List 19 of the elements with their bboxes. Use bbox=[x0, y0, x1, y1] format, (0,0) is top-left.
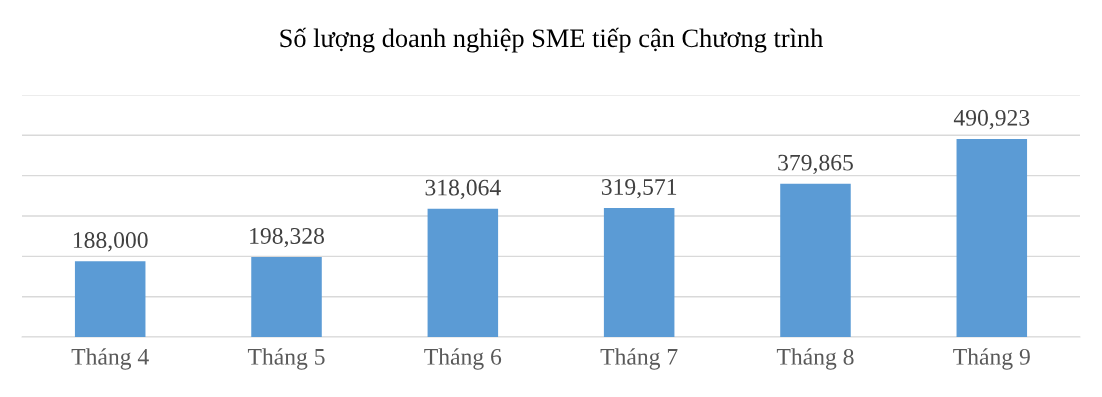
data-label: 198,328 bbox=[250, 227, 324, 248]
x-tick-label: Tháng 5 bbox=[247, 348, 325, 370]
chart-title: Số lượng doanh nghiệp SME tiếp cận Chương trình bbox=[280, 27, 823, 53]
bar bbox=[427, 208, 499, 338]
bar bbox=[74, 261, 146, 338]
bar bbox=[956, 138, 1028, 338]
x-tick-label: Tháng 8 bbox=[776, 348, 854, 370]
data-label: 188,000 bbox=[73, 232, 148, 252]
data-label: 379,865 bbox=[778, 154, 853, 174]
bar bbox=[780, 183, 851, 338]
data-label: 318,064 bbox=[425, 179, 501, 199]
bar bbox=[251, 257, 322, 338]
x-tick-label: Tháng 4 bbox=[71, 348, 149, 370]
x-tick-label: Tháng 9 bbox=[953, 348, 1030, 370]
data-label: 319,571 bbox=[601, 179, 677, 199]
bar bbox=[603, 208, 675, 338]
data-label: 490,923 bbox=[953, 109, 1030, 130]
x-tick-label: Tháng 7 bbox=[600, 348, 678, 370]
x-tick-label: Tháng 6 bbox=[424, 348, 502, 370]
